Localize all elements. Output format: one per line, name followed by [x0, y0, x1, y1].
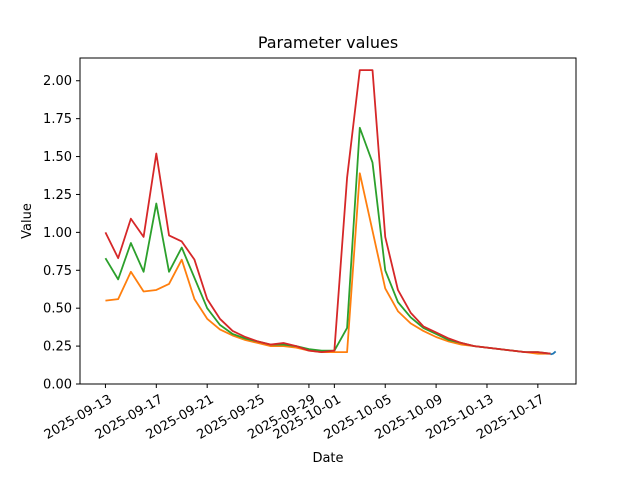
y-axis-title: Value: [20, 203, 35, 239]
y-tick-label: 0.50: [43, 302, 72, 317]
y-tick-label: 0.25: [43, 340, 72, 355]
y-tick-label: 1.25: [43, 188, 72, 203]
x-axis-title: Date: [312, 451, 343, 466]
y-tick-label: 1.75: [43, 112, 72, 127]
series-lines: [104, 69, 557, 356]
y-tick-label: 0.00: [43, 378, 72, 393]
series-line-3: [104, 69, 551, 355]
y-tick-label: 1.50: [43, 150, 72, 165]
y-tick-label: 1.00: [43, 226, 72, 241]
y-tick-label: 2.00: [43, 74, 72, 89]
y-axis: 0.00 0.25 0.50 0.75 1.00 1.25 1.50 1.75 2.00: [43, 74, 80, 393]
chart-title: Parameter values: [258, 33, 398, 52]
plot-frame: [79, 57, 577, 385]
series-line-4: [550, 350, 557, 356]
y-tick-label: 0.75: [43, 264, 72, 279]
